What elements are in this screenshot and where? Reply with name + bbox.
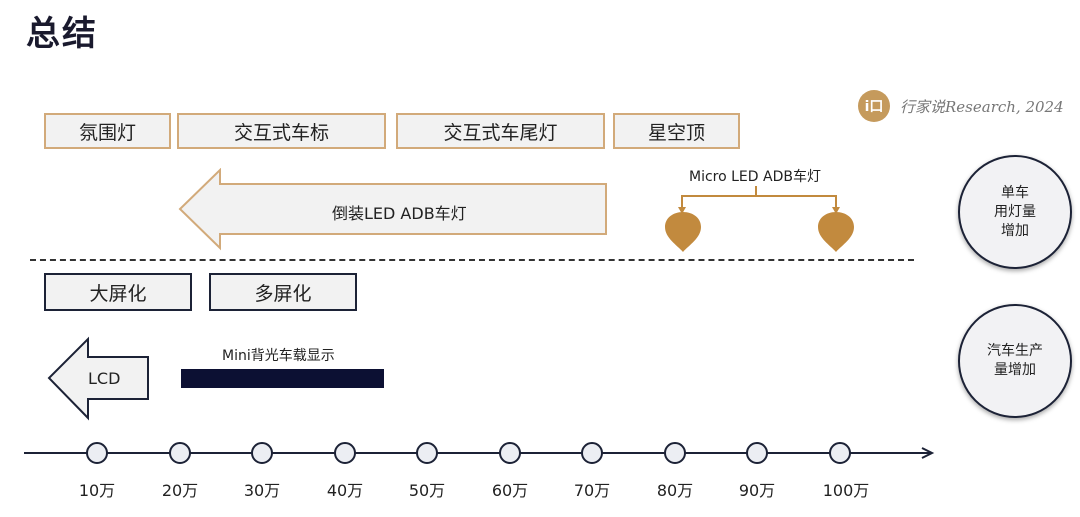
location-pin-icon: [665, 212, 701, 252]
circle-line: 单车: [1001, 184, 1029, 201]
micro-led-bracket: [678, 186, 840, 214]
circle-line: 汽车生产: [987, 343, 1043, 359]
timeline-node: [746, 442, 768, 464]
timeline-node: [581, 442, 603, 464]
lcd-arrow-label: LCD: [88, 369, 121, 388]
box-interactive-logo: 交互式车标: [177, 113, 386, 149]
timeline-node: [416, 442, 438, 464]
circle-vehicle-production: 汽车生产 量增加: [958, 304, 1072, 418]
box-starry-roof: 星空顶: [613, 113, 740, 149]
timeline-tick-label: 10万: [78, 481, 116, 500]
timeline-axis: [24, 447, 935, 459]
box-multi-screen: 多屏化: [209, 273, 357, 311]
circle-line: 增加: [1001, 222, 1029, 239]
timeline-tick-label: 30万: [243, 481, 281, 500]
box-ambient-light: 氛围灯: [44, 113, 171, 149]
logo-badge-icon: i口: [858, 90, 890, 122]
section-divider: [30, 259, 914, 261]
timeline-tick-label: 80万: [656, 481, 694, 500]
timeline-tick-label: 60万: [491, 481, 529, 500]
timeline-node: [499, 442, 521, 464]
timeline-node: [664, 442, 686, 464]
circle-line: 用灯量: [994, 203, 1036, 220]
timeline-node: [829, 442, 851, 464]
lcd-arrow-shape: [47, 336, 149, 421]
box-large-screen: 大屏化: [44, 273, 192, 311]
timeline-node: [251, 442, 273, 464]
timeline-tick-label: 90万: [738, 481, 776, 500]
timeline-node: [169, 442, 191, 464]
circle-line: 量增加: [994, 362, 1036, 378]
timeline-node: [86, 442, 108, 464]
brand-logo: i口 行家说Research, 2024: [858, 90, 1064, 122]
timeline-tick-label: 70万: [573, 481, 611, 500]
timeline-tick-label: 100万: [822, 481, 870, 500]
box-interactive-taillight: 交互式车尾灯: [396, 113, 605, 149]
location-pin-icon: [818, 212, 854, 252]
logo-text: 行家说Research, 2024: [900, 97, 1064, 116]
timeline-node: [334, 442, 356, 464]
mini-backlight-bar: [181, 369, 384, 388]
mini-backlight-label: Mini背光车载显示: [222, 348, 335, 364]
timeline-tick-label: 20万: [161, 481, 199, 500]
circle-per-vehicle-lights: 单车 用灯量 增加: [958, 155, 1072, 269]
adb-arrow-label: 倒装LED ADB车灯: [332, 204, 467, 223]
adb-arrow-shape: [178, 168, 607, 251]
micro-led-label: Micro LED ADB车灯: [689, 169, 821, 185]
timeline-tick-label: 40万: [326, 481, 364, 500]
page-title: 总结: [26, 14, 98, 54]
timeline-tick-label: 50万: [408, 481, 446, 500]
